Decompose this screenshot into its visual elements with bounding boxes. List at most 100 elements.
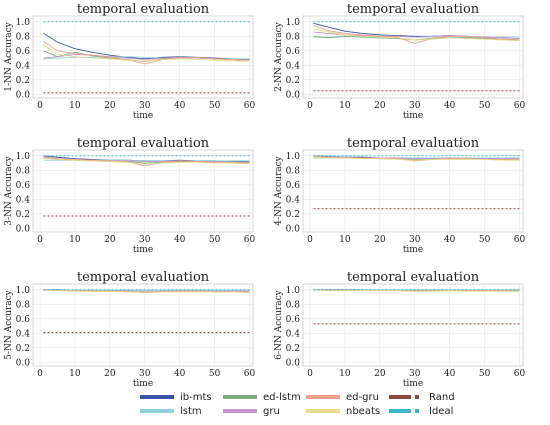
legend-label: Rand [429, 392, 455, 403]
plot-frame [32, 149, 254, 233]
x-tick-label: 0 [37, 369, 43, 379]
y-tick-label: 0.0 [16, 358, 31, 368]
x-tick-label: 30 [409, 235, 421, 245]
y-tick-label: 0.6 [16, 47, 31, 57]
y-axis-label: 5-NN Accuracy [4, 289, 14, 359]
x-tick-label: 60 [244, 235, 256, 245]
y-tick-label: 1.0 [286, 152, 301, 162]
panel-6: temporal evaluation 0 10 20 30 40 50 60 0.0 0.2 0.… [274, 270, 526, 389]
series-line-ed-gru [43, 156, 250, 167]
legend-entry-ib-mts: ib-mts [140, 392, 212, 403]
x-tick-label: 50 [209, 101, 221, 111]
x-tick-label: 10 [69, 101, 81, 111]
panel-title: temporal evaluation [77, 136, 210, 151]
x-tick-label: 40 [444, 101, 456, 111]
legend-entry-gru: gru [223, 406, 280, 417]
panel-1: temporal evaluation 0 10 20 30 40 50 60 0.0 0.2 0.… [4, 2, 256, 121]
y-tick-label: 0.0 [286, 90, 301, 100]
y-tick-label: 1.0 [16, 18, 31, 28]
x-tick-label: 20 [104, 235, 116, 245]
x-tick-label: 30 [139, 101, 151, 111]
x-tick-label: 40 [444, 369, 456, 379]
x-tick-label: 20 [104, 369, 116, 379]
x-tick-label: 50 [209, 369, 221, 379]
x-axis-label: time [133, 111, 153, 121]
x-axis-label: time [133, 245, 153, 255]
x-tick-label: 50 [479, 101, 491, 111]
x-tick-label: 30 [409, 369, 421, 379]
y-tick-label: 0.6 [16, 181, 31, 191]
legend-entry-lstm: lstm [140, 406, 202, 417]
panel-5: temporal evaluation 0 10 20 30 40 50 60 0.0 0.2 0.… [4, 270, 256, 389]
panel-title: temporal evaluation [347, 270, 480, 285]
panels: temporal evaluation 0 10 20 30 40 50 60 0.0 0.2 0.… [4, 2, 526, 389]
panel-title: temporal evaluation [347, 136, 480, 151]
y-tick-label: 0.0 [16, 90, 31, 100]
legend-entry-ed-gru: ed-gru [306, 392, 379, 403]
x-tick-label: 0 [307, 101, 313, 111]
x-axis-label: time [133, 379, 153, 389]
y-tick-label: 0.4 [286, 329, 301, 339]
y-tick-label: 0.4 [286, 61, 301, 71]
plot-frame [32, 15, 254, 99]
x-tick-label: 0 [307, 235, 313, 245]
y-axis-label: 3-NN Accuracy [4, 155, 14, 225]
legend-label: gru [263, 406, 280, 417]
y-tick-label: 0.2 [286, 210, 300, 220]
x-axis-label: time [403, 245, 423, 255]
series-line-nbeats [43, 157, 250, 165]
y-tick-label: 0.6 [286, 315, 301, 325]
x-tick-label: 10 [69, 369, 81, 379]
x-tick-label: 10 [339, 369, 351, 379]
x-tick-label: 40 [174, 369, 186, 379]
y-tick-label: 0.6 [16, 315, 31, 325]
y-axis-label: 4-NN Accuracy [274, 155, 284, 225]
y-axis-label: 1-NN Accuracy [4, 21, 14, 91]
plot-frame [302, 283, 524, 367]
x-tick-label: 20 [104, 101, 116, 111]
y-tick-label: 0.2 [16, 344, 30, 354]
y-tick-label: 0.0 [286, 358, 301, 368]
legend-entry-ed-lstm: ed-lstm [223, 392, 301, 403]
y-tick-label: 0.6 [286, 181, 301, 191]
y-tick-label: 0.8 [16, 300, 31, 310]
x-tick-label: 30 [139, 235, 151, 245]
y-tick-label: 1.0 [16, 286, 31, 296]
panel-title: temporal evaluation [77, 270, 210, 285]
y-tick-label: 0.4 [16, 329, 31, 339]
panel-title: temporal evaluation [347, 2, 480, 17]
y-tick-label: 0.4 [286, 195, 301, 205]
x-tick-label: 0 [307, 369, 313, 379]
y-tick-label: 0.2 [16, 210, 30, 220]
series-line-ib-mts [43, 33, 250, 60]
y-tick-label: 0.8 [286, 32, 301, 42]
x-tick-label: 60 [244, 101, 256, 111]
x-tick-label: 30 [139, 369, 151, 379]
y-tick-label: 0.2 [16, 76, 30, 86]
y-tick-label: 1.0 [16, 152, 31, 162]
series-line-nbeats [43, 290, 250, 294]
series-line-gru [313, 156, 520, 160]
series-line-nbeats [313, 289, 520, 292]
y-tick-label: 1.0 [286, 18, 301, 28]
legend-label: lstm [180, 406, 202, 417]
panel-3: temporal evaluation 0 10 20 30 40 50 60 0.0 0.2 0.… [4, 136, 256, 255]
x-tick-label: 0 [37, 101, 43, 111]
y-tick-label: 0.4 [16, 61, 31, 71]
y-tick-label: 0.2 [286, 76, 300, 86]
x-tick-label: 10 [339, 101, 351, 111]
plot-frame [32, 283, 254, 367]
x-tick-label: 60 [514, 235, 526, 245]
series-line-nbeats [313, 28, 520, 42]
legend-label: Ideal [429, 406, 453, 417]
y-tick-label: 0.8 [16, 166, 31, 176]
legend-label: ib-mts [180, 392, 212, 403]
panel-4: temporal evaluation 0 10 20 30 40 50 60 0.0 0.2 0.… [274, 136, 526, 255]
x-axis-label: time [403, 111, 423, 121]
x-tick-label: 50 [479, 235, 491, 245]
y-tick-label: 0.4 [16, 195, 31, 205]
x-tick-label: 20 [374, 235, 386, 245]
y-tick-label: 0.8 [286, 300, 301, 310]
legend-entry-Ideal: Ideal [389, 406, 453, 417]
x-tick-label: 50 [209, 235, 221, 245]
